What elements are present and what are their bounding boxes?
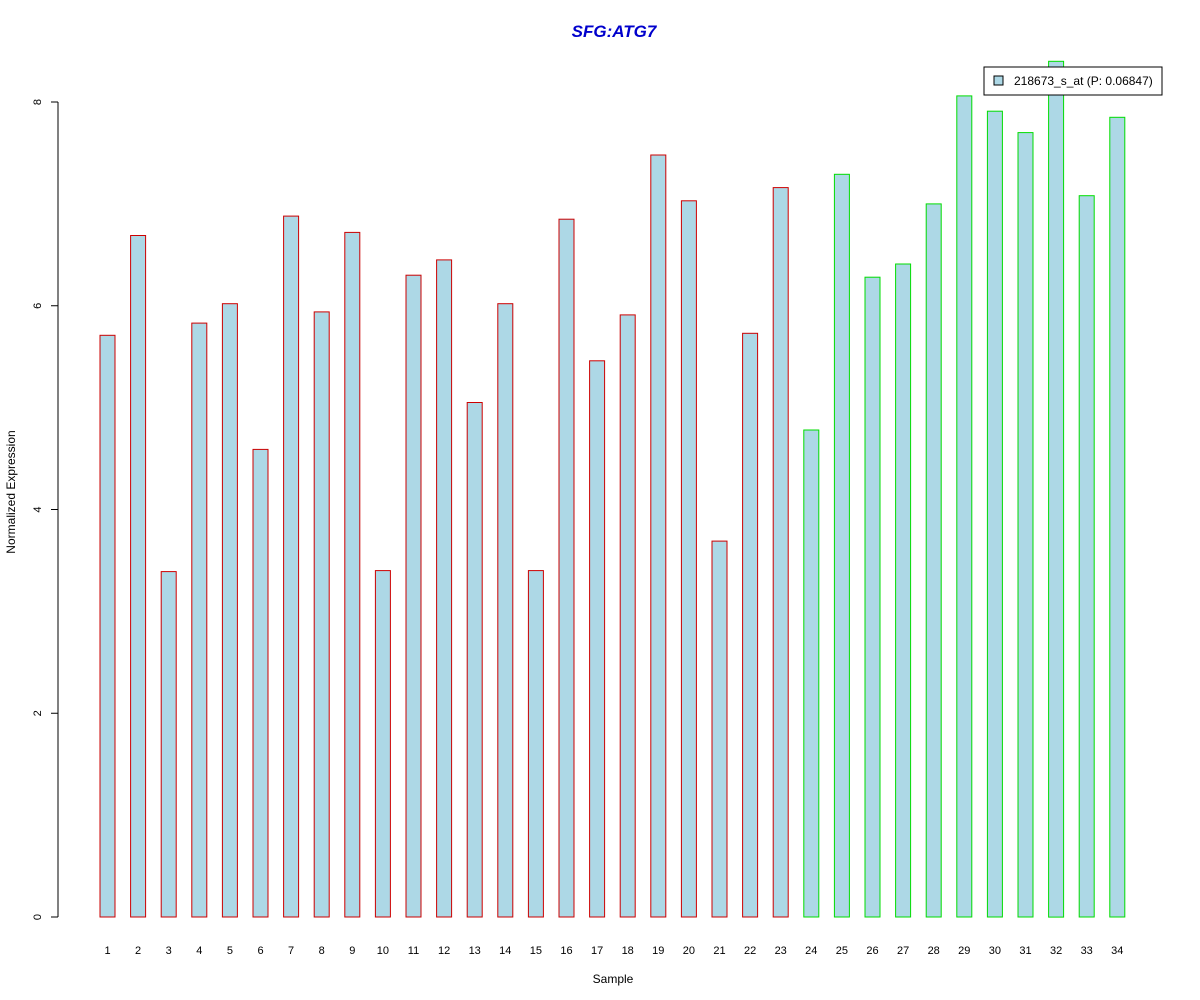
bar-sample-20: [680, 200, 697, 918]
x-tick-label: 14: [499, 945, 511, 957]
x-tick-label: 24: [805, 945, 817, 957]
x-axis-label: Sample: [593, 972, 634, 986]
x-tick-label: 4: [196, 945, 202, 957]
x-tick-label: 18: [622, 945, 634, 957]
bar-sample-12: [436, 259, 453, 918]
x-tick-label: 3: [166, 945, 172, 957]
x-tick-label: 11: [408, 945, 419, 957]
bar-sample-21: [711, 540, 728, 918]
legend-swatch: [993, 75, 1004, 86]
bar-sample-34: [1109, 116, 1126, 918]
x-tick-label: 8: [319, 945, 325, 957]
x-tick-label: 17: [591, 945, 603, 957]
bar-sample-11: [405, 274, 422, 918]
bar-sample-32: [1048, 60, 1065, 918]
x-tick-label: 22: [744, 945, 756, 957]
x-tick-label: 5: [227, 945, 233, 957]
bar-sample-17: [589, 360, 606, 918]
y-axis-ticks: 0 2 4 6 8: [32, 99, 58, 920]
x-tick-label: 33: [1081, 945, 1093, 957]
bar-sample-7: [283, 215, 300, 918]
y-tick-label: 2: [32, 710, 44, 716]
legend-label: 218673_s_at (P: 0.06847): [1014, 74, 1153, 88]
y-tick-label: 0: [32, 914, 44, 920]
bar-sample-27: [895, 263, 912, 918]
y-axis-label: Normalized Expression: [4, 430, 18, 553]
bar-sample-23: [772, 187, 789, 918]
bar-sample-10: [374, 570, 391, 918]
bar-sample-28: [925, 203, 942, 918]
x-tick-label: 7: [288, 945, 294, 957]
x-tick-label: 23: [775, 945, 787, 957]
legend-box: [983, 66, 1163, 96]
x-tick-label: 29: [958, 945, 970, 957]
bar-sample-5: [221, 303, 238, 918]
bar-sample-29: [956, 95, 973, 918]
x-tick-label: 12: [438, 945, 450, 957]
bar-sample-6: [252, 448, 269, 918]
x-tick-label: 20: [683, 945, 695, 957]
x-tick-label: 16: [560, 945, 572, 957]
x-tick-label: 2: [135, 945, 141, 957]
bar-sample-2: [130, 235, 147, 918]
x-tick-label: 25: [836, 945, 848, 957]
bar-sample-33: [1078, 195, 1095, 918]
x-tick-label: 6: [257, 945, 263, 957]
x-tick-label: 27: [897, 945, 909, 957]
bar-sample-18: [619, 314, 636, 918]
bar-sample-13: [466, 402, 483, 918]
bar-sample-22: [742, 332, 759, 918]
x-tick-label: 21: [713, 945, 725, 957]
bar-sample-25: [833, 173, 850, 918]
bar-sample-9: [344, 231, 361, 918]
legend: 218673_s_at (P: 0.06847): [983, 66, 1163, 96]
x-tick-label: 10: [377, 945, 389, 957]
x-tick-label: 9: [349, 945, 355, 957]
x-tick-label: 19: [652, 945, 664, 957]
bar-sample-30: [986, 110, 1003, 918]
bars-group: [99, 60, 1126, 918]
bar-sample-16: [558, 218, 575, 918]
y-tick-label: 4: [32, 506, 44, 512]
bar-sample-14: [497, 303, 514, 918]
x-tick-label: 30: [989, 945, 1001, 957]
bar-sample-31: [1017, 132, 1034, 918]
x-tick-label: 15: [530, 945, 542, 957]
x-tick-label: 1: [104, 945, 110, 957]
y-tick-label: 6: [32, 303, 44, 309]
x-tick-label: 32: [1050, 945, 1062, 957]
x-tick-label: 26: [866, 945, 878, 957]
bar-sample-19: [650, 154, 667, 918]
bar-sample-1: [99, 334, 116, 918]
x-tick-label: 31: [1019, 945, 1031, 957]
y-tick-label: 8: [32, 99, 44, 105]
bar-sample-15: [527, 570, 544, 918]
x-tick-label: 28: [928, 945, 940, 957]
x-tick-label: 13: [469, 945, 481, 957]
bar-sample-26: [864, 276, 881, 918]
bar-sample-24: [803, 429, 820, 918]
bar-sample-8: [313, 311, 330, 918]
x-axis-tick-labels: 1 2 3 4 5 6 7 8 9 10 11 12 13 14 15 16 17 18 19 20 21 22 23 24 2…: [104, 945, 1123, 957]
chart-title: SFG:ATG7: [572, 22, 658, 41]
x-tick-label: 34: [1111, 945, 1123, 957]
bar-sample-4: [191, 322, 208, 918]
bar-sample-3: [160, 571, 177, 918]
